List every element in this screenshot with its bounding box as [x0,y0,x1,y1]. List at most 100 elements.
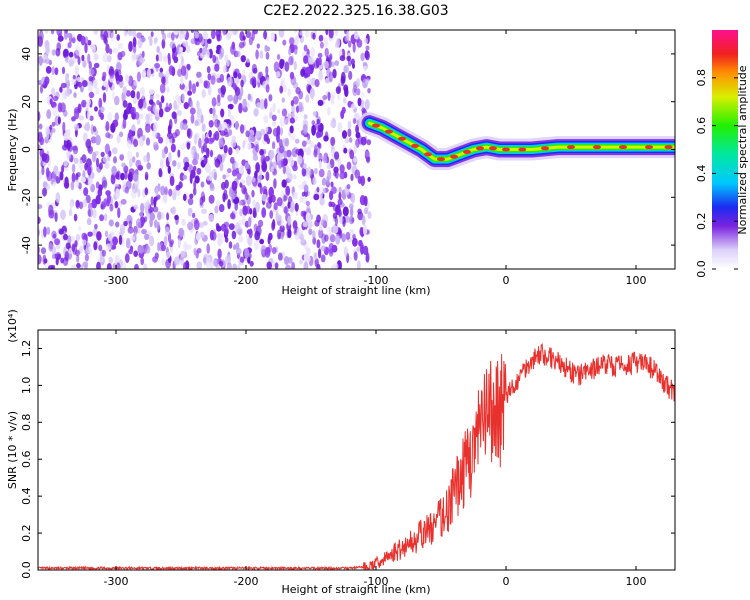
spectrogram-noise-speck [317,248,322,259]
spectrogram-noise-speck [196,71,202,79]
spectrogram-noise-speck [235,242,240,250]
spectrogram-noise-speck [63,48,69,58]
spectrogram-noise-speck [286,172,293,183]
spectrogram-noise-speck [255,225,262,237]
spectrogram-noise-speck [226,172,230,178]
spectrogram-noise-speck [228,129,233,136]
spectrogram-noise-speck [353,33,359,40]
spectrogram-noise-speck [211,30,216,40]
spectrogram-noise-speck [346,30,350,41]
spectrogram-noise-speck [255,130,261,139]
spectrogram-noise-speck [54,238,61,246]
spectrogram-noise-speck [351,193,356,204]
snr-x-tick-label: -300 [104,575,129,588]
spectrogram-noise-speck [287,228,292,239]
spectrogram-noise-speck [332,68,337,79]
spectrogram-noise-speck [168,102,172,111]
spectrogram-ridge-band [368,121,675,161]
spectrogram-noise-speck [104,230,109,238]
spectrogram-noise-speck [81,80,88,88]
spectrogram-noise-speck [206,243,210,254]
spectrogram-noise-speck [212,54,217,64]
spectrogram-noise-speck [103,30,109,40]
spectrogram-noise-speck [190,149,195,158]
spectrogram-noise-speck [82,60,87,68]
spectrogram-noise-speck [348,70,353,80]
spectrogram-noise-speck [307,166,312,176]
spectrogram-noise-speck [214,119,220,128]
spectrogram-noise-speck [154,62,161,69]
spectrogram-noise-speck [207,85,212,96]
spectrogram-noise-speck [130,90,136,99]
spectrogram-noise-speck [69,141,73,148]
spectrogram-noise-speck [294,202,299,212]
spectrogram-noise-speck [203,255,208,266]
spectrogram-noise-speck [338,186,342,193]
spectrogram-noise-speck [183,262,187,269]
spectrogram-noise-speck [300,237,304,244]
spectrogram-noise-speck [139,137,144,147]
spectrogram-noise-speck [334,60,340,66]
spectrogram-noise-speck [290,100,294,107]
spectrogram-ridge-peak [567,145,575,150]
spectrogram-noise-speck [332,223,339,234]
spectrogram-noise-speck [343,147,348,154]
spectrogram-noise-speck [137,228,141,234]
spectrogram-noise-speck [143,263,148,269]
spectrogram-x-tick-label: -300 [104,274,129,287]
snr-frame [37,329,676,571]
spectrogram-noise-speck [213,258,219,267]
spectrogram-noise-speck [170,239,175,246]
spectrogram-ridge-peak [450,154,458,159]
spectrogram-noise-speck [201,123,206,132]
spectrogram-noise-speck [216,34,221,42]
spectrogram-noise-speck [271,194,276,203]
spectrogram-noise-speck [309,141,315,149]
spectrogram-noise-speck [74,108,80,120]
spectrogram-noise-speck [353,144,357,154]
spectrogram-noise-speck [242,140,246,149]
spectrogram-noise-speck [132,30,137,40]
spectrogram-noise-speck [178,49,184,59]
spectrogram-noise-speck [322,155,328,164]
spectrogram-noise-speck [259,238,265,245]
spectrogram-noise-speck [167,165,171,174]
spectrogram-noise-speck [212,133,217,141]
spectrogram-noise-speck [292,191,299,200]
spectrogram-noise-speck [216,100,221,107]
spectrogram-noise-speck [359,226,364,236]
spectrogram-noise-speck [301,140,307,147]
spectrogram-noise-speck [76,255,80,263]
spectrogram-noise-speck [353,118,357,124]
spectrogram-noise-speck [357,260,361,269]
colorbar: 0.0 0.2 0.4 0.6 0.8 Normalized spectral ampl… [695,30,749,278]
spectrogram-noise-speck [328,30,334,39]
spectrogram-noise-speck [133,250,139,257]
spectrogram-noise-speck [343,246,348,257]
spectrogram-noise-speck [207,137,214,145]
spectrogram-noise-speck [51,128,56,133]
spectrogram-noise-speck [230,212,236,220]
spectrogram-noise-speck [133,204,139,210]
spectrogram-noise-speck [324,234,329,242]
colorbar-gradient [712,30,738,269]
spectrogram-ridge-peak [385,129,393,134]
spectrogram-noise-speck [325,77,330,84]
spectrogram-y-tick-label: -40 [20,236,33,254]
spectrogram-noise-speck [298,184,304,190]
spectrogram-noise-speck [183,193,187,201]
spectrogram-noise-speck [328,71,333,83]
spectrogram-noise-speck [284,137,290,147]
spectrogram-noise-speck [177,149,181,158]
spectrogram-noise-speck [96,231,102,241]
spectrogram-noise-speck [281,77,286,89]
spectrogram-noise-speck [74,65,80,77]
spectrogram-noise-speck [153,141,159,149]
spectrogram-noise-speck [118,234,123,246]
snr-x-tick-label: -200 [234,575,259,588]
spectrogram-noise-speck [198,222,205,228]
spectrogram-noise-speck [164,186,168,196]
spectrogram-noise-speck [204,80,211,89]
spectrogram-noise-speck [338,192,342,201]
spectrogram-noise-speck [161,76,166,85]
